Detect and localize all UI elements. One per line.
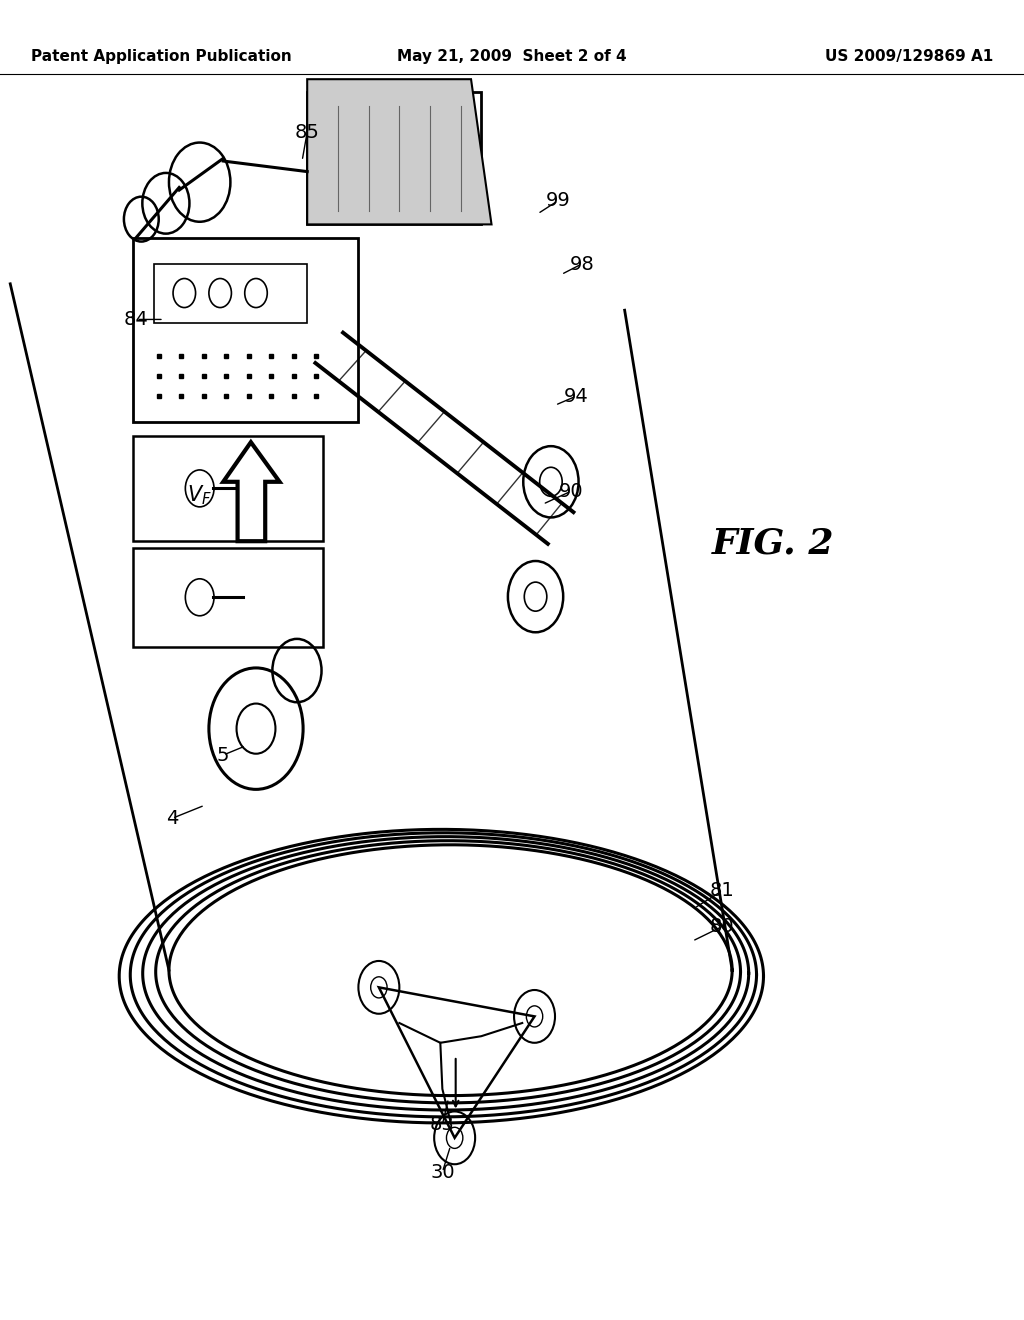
Text: $V_F$: $V_F$ [187,483,212,507]
Text: 94: 94 [564,387,589,405]
Text: May 21, 2009  Sheet 2 of 4: May 21, 2009 Sheet 2 of 4 [397,49,627,65]
Bar [133,548,323,647]
Polygon shape [223,442,280,541]
Text: 80: 80 [710,917,734,936]
Text: 4: 4 [166,809,178,828]
Text: 99: 99 [546,191,570,210]
Text: 30: 30 [430,1163,455,1181]
Text: 85: 85 [295,123,319,141]
Text: 5: 5 [217,746,229,764]
Text: 90: 90 [559,482,584,500]
Polygon shape [307,79,492,224]
Text: 81: 81 [710,882,734,900]
Text: US 2009/129869 A1: US 2009/129869 A1 [825,49,993,65]
Text: 83: 83 [430,1115,455,1134]
Text: 84: 84 [124,310,148,329]
Text: 98: 98 [569,255,594,273]
Bar [133,436,323,541]
Text: FIG. 2: FIG. 2 [712,527,835,561]
Text: Patent Application Publication: Patent Application Publication [31,49,292,65]
